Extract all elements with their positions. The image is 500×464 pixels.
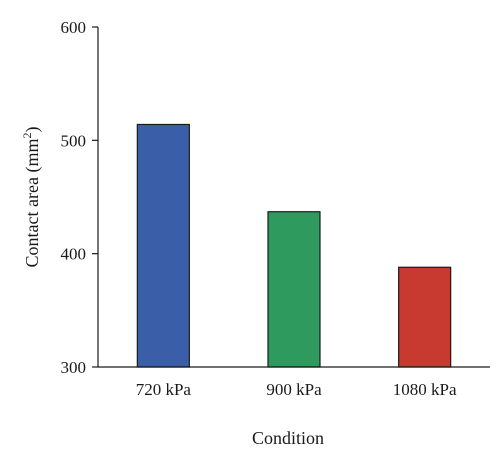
x-tick-label: 720 kPa — [136, 380, 192, 399]
y-axis-title-superscript: 2 — [20, 133, 34, 139]
bars — [136, 123, 452, 368]
y-axis-title-main: Contact area (mm — [22, 139, 43, 268]
y-tick-label: 300 — [61, 358, 87, 377]
x-axis-ticks: 720 kPa 900 kPa 1080 kPa — [136, 380, 457, 399]
x-tick-label: 1080 kPa — [393, 380, 457, 399]
y-tick-label: 600 — [61, 18, 87, 37]
bar-900-kpa — [267, 211, 321, 368]
y-axis-title-close: ) — [22, 127, 43, 133]
x-tick-label: 900 kPa — [266, 380, 322, 399]
y-axis-ticks: 300 400 500 600 — [61, 18, 98, 377]
bar-720-kpa — [136, 123, 190, 368]
y-tick-label: 400 — [61, 245, 87, 264]
y-axis-title: Contact area (mm2) — [20, 127, 43, 268]
x-axis-title: Condition — [252, 428, 324, 448]
y-tick-label: 500 — [61, 131, 87, 150]
bar-1080-kpa — [398, 266, 452, 368]
